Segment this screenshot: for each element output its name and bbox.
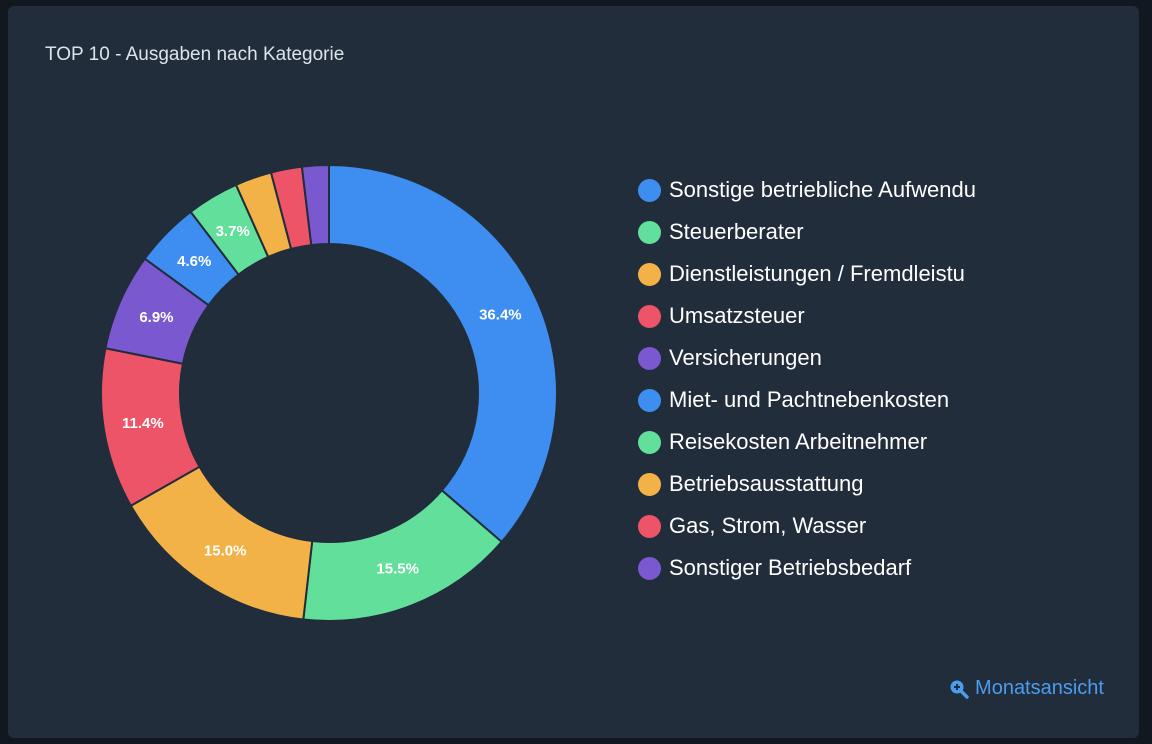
legend-label: Sonstiger Betriebsbedarf xyxy=(669,555,912,580)
legend-label: Miet- und Pachtnebenkosten xyxy=(669,387,950,412)
zoom-in-icon xyxy=(950,680,969,699)
legend-item[interactable]: Steuerberater xyxy=(638,211,976,253)
chart-title: TOP 10 - Ausgaben nach Kategorie xyxy=(45,44,345,65)
legend-label: Sonstige betriebliche Aufwendu xyxy=(669,177,976,202)
slice-label-2: 15.5% xyxy=(376,561,419,578)
legend-dot-icon xyxy=(638,472,661,496)
slice-label-1: 36.4% xyxy=(479,306,522,323)
legend-dot-icon xyxy=(638,514,661,538)
slice-label-5: 6.9% xyxy=(139,309,173,326)
legend-label: Steuerberater xyxy=(669,219,804,244)
legend-label: Betriebsausstattung xyxy=(669,471,864,496)
legend-dot-icon xyxy=(638,304,661,328)
chart-card: TOP 10 - Ausgaben nach Kategorie 36.4% 15… xyxy=(8,6,1139,738)
legend-label: Reisekosten Arbeitnehmer xyxy=(669,429,928,454)
legend-item[interactable]: Reisekosten Arbeitnehmer xyxy=(638,421,976,463)
legend-label: Dienstleistungen / Fremdleistu xyxy=(669,261,965,286)
legend-dot-icon xyxy=(638,346,661,370)
donut-chart: 36.4% 15.5% 15.0% 11.4% 6.9% 4.6% 3.7% xyxy=(100,163,558,622)
slice-label-7: 3.7% xyxy=(216,223,250,240)
legend-label: Umsatzsteuer xyxy=(669,303,805,328)
slice-label-6: 4.6% xyxy=(177,253,211,270)
slice-label-3: 15.0% xyxy=(204,542,247,559)
legend-item[interactable]: Betriebsausstattung xyxy=(638,463,976,505)
donut-slice-1[interactable] xyxy=(328,163,558,544)
legend-item[interactable]: Sonstige betriebliche Aufwendu xyxy=(638,169,976,211)
monatsansicht-label: Monatsansicht xyxy=(975,677,1104,699)
monatsansicht-link[interactable]: Monatsansicht xyxy=(949,677,1104,700)
donut-slice-10[interactable] xyxy=(300,163,330,247)
legend-label: Versicherungen xyxy=(669,345,822,370)
legend-dot-icon xyxy=(638,388,661,412)
legend-item[interactable]: Versicherungen xyxy=(638,337,976,379)
legend-label: Gas, Strom, Wasser xyxy=(669,513,867,538)
legend-item[interactable]: Dienstleistungen / Fremdleistu xyxy=(638,253,976,295)
legend-item[interactable]: Sonstiger Betriebsbedarf xyxy=(638,547,976,589)
legend-dot-icon xyxy=(638,556,661,580)
legend-item[interactable]: Gas, Strom, Wasser xyxy=(638,505,976,547)
legend-dot-icon xyxy=(638,262,661,286)
slice-label-4: 11.4% xyxy=(122,415,164,432)
legend-item[interactable]: Umsatzsteuer xyxy=(638,295,976,337)
legend-dot-icon xyxy=(638,178,661,202)
legend-dot-icon xyxy=(638,220,661,244)
chart-legend: Sonstige betriebliche Aufwendu Steuerbera… xyxy=(638,169,976,589)
legend-dot-icon xyxy=(638,430,661,454)
legend-item[interactable]: Miet- und Pachtnebenkosten xyxy=(638,379,976,421)
